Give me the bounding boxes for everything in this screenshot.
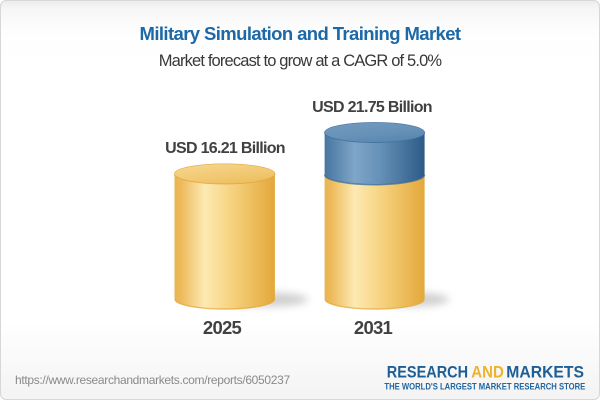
svg-text:MARKETS: MARKETS [506, 363, 584, 381]
svg-text:RESEARCH: RESEARCH [387, 363, 468, 381]
svg-text:AND: AND [471, 363, 504, 381]
svg-text:THE WORLD'S LARGEST MARKET RES: THE WORLD'S LARGEST MARKET RESEARCH STOR… [384, 381, 585, 392]
